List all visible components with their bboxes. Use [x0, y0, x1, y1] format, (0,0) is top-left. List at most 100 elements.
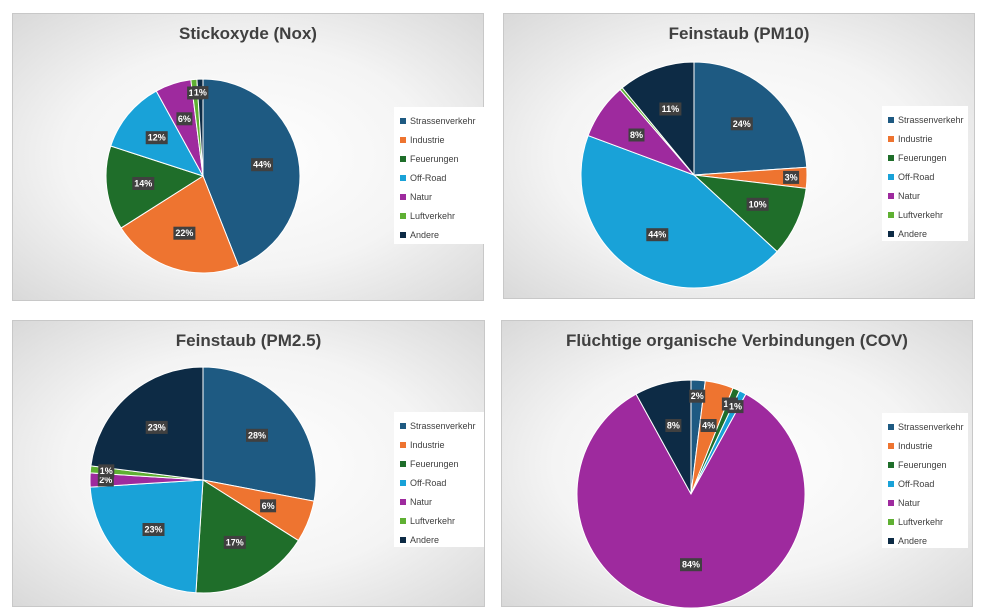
legend-swatch [888, 154, 894, 161]
legend-label: Strassenverkehr [898, 421, 964, 432]
svg-text:6%: 6% [262, 501, 275, 511]
svg-text:6%: 6% [178, 114, 191, 124]
legend-label: Andere [410, 534, 440, 545]
legend-swatch [400, 441, 406, 448]
legend-item-off-road: Off-Road [888, 474, 962, 493]
svg-text:4%: 4% [702, 421, 715, 431]
data-label-andere: 1% [192, 86, 209, 100]
svg-text:12%: 12% [148, 133, 166, 143]
legend-swatch [400, 422, 406, 429]
legend-label: Off-Road [898, 478, 935, 489]
legend-label: Industrie [410, 134, 445, 145]
svg-text:84%: 84% [682, 560, 700, 570]
pie-slice-andere [196, 78, 204, 177]
svg-text:44%: 44% [253, 160, 271, 170]
legend-item-natur: Natur [888, 186, 962, 205]
chart-legend: Strassenverkehr Industrie Feuerungen Off-Ro… [394, 412, 484, 547]
svg-text:17%: 17% [226, 537, 244, 547]
legend-item-off-road: Off-Road [400, 473, 478, 492]
pie-slice-feuerungen [195, 479, 300, 594]
data-label-off-road: 44% [646, 228, 669, 242]
data-label-off-road: 1% [727, 400, 744, 414]
svg-text:28%: 28% [248, 430, 266, 440]
svg-text:44%: 44% [648, 230, 666, 240]
legend-swatch [888, 518, 894, 525]
data-label-industrie: 22% [173, 226, 196, 240]
legend-item-strassenverkehr: Strassenverkehr [888, 110, 964, 129]
chart-title: Feinstaub (PM2.5) [175, 331, 322, 350]
legend-swatch [400, 479, 406, 486]
legend-label: Feuerungen [410, 458, 459, 469]
legend-swatch [400, 231, 406, 238]
legend-label: Luftverkehr [410, 210, 456, 221]
svg-text:3%: 3% [785, 172, 798, 182]
legend-swatch [888, 211, 894, 218]
legend-label: Andere [410, 229, 440, 240]
pie-slice-off-road [580, 134, 778, 289]
pie-slice-industrie [120, 175, 240, 274]
legend-swatch [400, 212, 406, 219]
data-label-off-road: 23% [142, 523, 165, 536]
data-label-andere: 8% [665, 419, 682, 432]
legend-item-strassenverkehr: Strassenverkehr [400, 416, 478, 435]
legend-label: Feuerungen [898, 152, 947, 163]
data-label-feuerungen: 10% [746, 197, 769, 211]
data-label-strassenverkehr: 44% [251, 158, 274, 172]
legend-item-luftverkehr: Luftverkehr [400, 206, 478, 225]
chart-panel-cov: Flüchtige organische Verbindungen (COV) … [501, 320, 973, 608]
legend-label: Natur [898, 497, 921, 508]
legend-label: Off-Road [410, 477, 447, 488]
legend-swatch [888, 537, 894, 544]
legend-item-andere: Andere [400, 225, 478, 244]
legend-item-luftverkehr: Luftverkehr [888, 205, 962, 224]
legend-swatch [888, 423, 894, 430]
pie-chart: 28% 6% 17% 23% 2%1% 23% [89, 366, 317, 594]
legend-swatch [888, 499, 894, 506]
data-label-industrie: 6% [260, 499, 277, 513]
chart-legend: Strassenverkehr Industrie Feuerungen Off-Ro… [882, 413, 968, 548]
data-label-feuerungen: 14% [132, 177, 155, 190]
legend-item-andere: Andere [888, 224, 962, 243]
chart-panel-pm10: Feinstaub (PM10) 24% 3% 10% 44% 8% 11% Strass… [503, 13, 975, 299]
data-label-off-road: 12% [145, 131, 168, 145]
data-label-natur: 8% [628, 128, 645, 142]
legend-swatch [888, 192, 894, 199]
legend-item-off-road: Off-Road [400, 168, 478, 187]
chart-panel-pm25: Feinstaub (PM2.5) 28% 6% 17% 23% 2% 1% 23% Str… [12, 320, 485, 607]
legend-label: Off-Road [898, 171, 935, 182]
data-label-industrie: 3% [783, 170, 800, 184]
data-label-andere: 23% [145, 420, 168, 434]
legend-swatch [888, 480, 894, 487]
legend-swatch [888, 173, 894, 180]
legend-item-feuerungen: Feuerungen [400, 149, 478, 168]
legend-swatch [888, 230, 894, 237]
legend-item-andere: Andere [400, 530, 478, 549]
svg-text:10%: 10% [749, 199, 767, 209]
legend-item-andere: Andere [888, 531, 962, 550]
pie-slice-off-road [89, 479, 204, 594]
legend-label: Andere [898, 228, 928, 239]
chart-title: Stickoxyde (Nox) [179, 24, 317, 43]
svg-text:24%: 24% [733, 119, 751, 129]
legend-swatch [888, 461, 894, 468]
legend-item-natur: Natur [400, 187, 478, 206]
legend-label: Luftverkehr [898, 209, 944, 220]
legend-swatch [400, 193, 406, 200]
legend-item-industrie: Industrie [400, 130, 478, 149]
data-label-feuerungen: 17% [223, 535, 246, 549]
legend-item-industrie: Industrie [400, 435, 478, 454]
pie-chart: 2%4%1%1%84%8% [576, 379, 806, 608]
legend-swatch [400, 117, 406, 124]
chart-title: Feinstaub (PM10) [668, 24, 810, 43]
svg-text:1%: 1% [194, 88, 207, 98]
data-label-luftverkehr: 1% [98, 464, 115, 478]
chart-panel-nox: Stickoxyde (Nox) 44%22%14%12%6%1%1% Stra… [12, 13, 484, 301]
pie-chart: 24% 3% 10% 44% 8% 11% [580, 61, 808, 289]
legend-label: Off-Road [410, 172, 447, 183]
legend-label: Natur [898, 190, 921, 201]
legend-swatch [888, 116, 894, 123]
svg-text:23%: 23% [148, 422, 166, 432]
data-label-strassenverkehr: 2% [689, 389, 706, 403]
pie-slice-strassenverkehr [202, 78, 301, 267]
chart-title: Flüchtige organische Verbindungen (COV) [566, 331, 908, 350]
